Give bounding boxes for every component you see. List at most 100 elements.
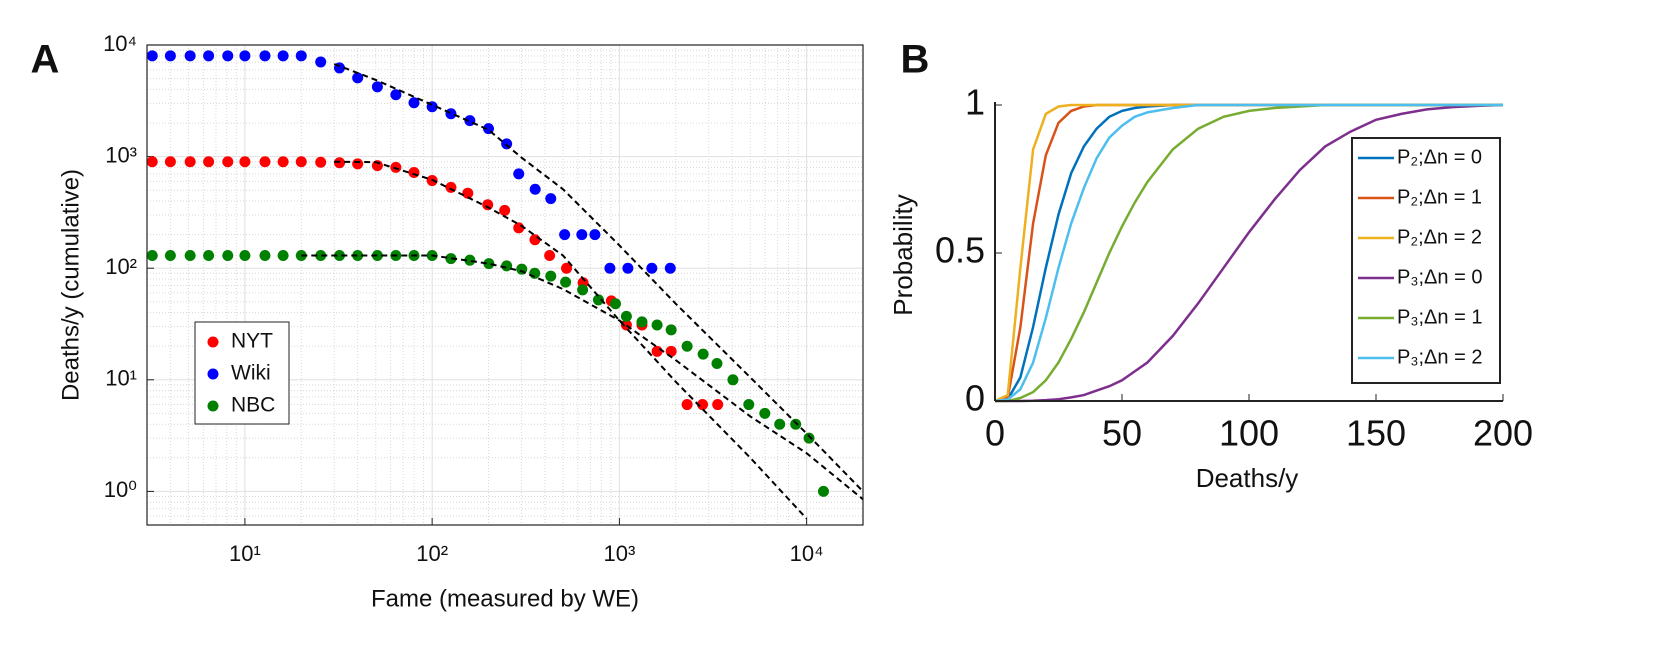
data-point [651,319,663,331]
data-point [277,156,289,168]
data-point [184,156,196,168]
data-point [352,72,364,84]
x-tick-label: 0 [985,413,1005,454]
data-point [803,432,815,444]
y-axis-label: Deaths/y (cumulative) [57,169,84,401]
data-point [164,249,176,261]
x-tick-label: 50 [1102,413,1142,454]
y-tick-label: 10⁰ [104,477,137,502]
data-point [513,168,525,180]
y-tick-label: 0.5 [935,230,985,271]
data-point [622,262,634,274]
data-point [501,260,513,272]
y-tick-label: 10⁴ [103,31,137,56]
data-point [239,156,251,168]
data-point [464,254,476,266]
y-tick-label: 1 [965,82,985,123]
data-point [646,262,658,274]
data-point [817,485,829,497]
data-point [651,345,663,357]
data-point [604,262,616,274]
legend-label: Wiki [231,362,271,385]
data-point [277,50,289,62]
data-point [390,89,402,101]
data-point [203,50,215,62]
data-point [499,204,511,216]
data-point [203,156,215,168]
data-point [516,263,528,275]
data-point [333,157,345,169]
legend: NYT Wiki NBC [194,321,290,425]
data-point [743,399,755,411]
legend-box [1351,137,1501,384]
legend-marker [207,336,219,348]
data-point [561,262,573,274]
legend-label: NBC [231,394,275,417]
data-point [259,50,271,62]
data-point [295,50,307,62]
data-point [315,249,327,261]
line-series [995,103,1504,403]
data-point [620,310,632,322]
data-point [333,249,345,261]
data-point [352,158,364,170]
fit-line [333,63,863,493]
data-point [371,81,383,93]
data-point [462,187,474,199]
data-point [277,249,289,261]
data-point [759,407,771,419]
legend-label: P₂;Δn = 0 [1397,146,1482,168]
data-point [697,348,709,360]
data-point [790,418,802,430]
data-point [146,249,158,261]
y-tick-label: 0 [965,378,985,419]
data-point [529,267,541,279]
y-tick-label: 10² [105,254,137,279]
data-point [390,161,402,173]
x-tick-label: 10² [416,541,448,566]
data-point [164,50,176,62]
data-point [315,56,327,68]
legend-label: P₃;Δn = 2 [1397,346,1482,368]
data-point [222,156,234,168]
x-tick-label: 200 [1473,413,1533,454]
y-tick-label: 10¹ [105,366,137,391]
data-point [513,222,525,234]
data-point [681,399,693,411]
data-point [222,50,234,62]
data-point [664,262,676,274]
data-point [146,156,158,168]
data-point [727,374,739,386]
data-point [371,249,383,261]
data-point [408,97,420,109]
data-point [146,50,158,62]
data-point [239,249,251,261]
legend-label: NYT [231,330,273,353]
data-point [697,399,709,411]
legend-label: P₃;Δn = 0 [1397,266,1482,288]
panel-label: A [31,38,60,82]
x-tick-label: 150 [1346,413,1406,454]
plot-frame [146,44,864,526]
x-tick-label: 10⁴ [790,541,824,566]
data-point [295,156,307,168]
data-point [636,316,648,328]
data-point [711,357,723,369]
data-point [545,270,557,282]
line-series [994,103,1503,403]
data-point [774,418,786,430]
legend-label: P₂;Δn = 2 [1397,226,1482,248]
data-point [681,340,693,352]
data-point [577,284,589,296]
data-point [560,276,572,288]
y-tick-label: 10³ [105,142,137,167]
data-point [352,249,364,261]
data-point [203,249,215,261]
legend-label: P₃;Δn = 1 [1397,306,1482,328]
data-point [529,183,541,195]
y-axis-label: Probability [888,194,918,315]
data-point [239,50,251,62]
fit-line [334,160,808,520]
data-point [665,324,677,336]
